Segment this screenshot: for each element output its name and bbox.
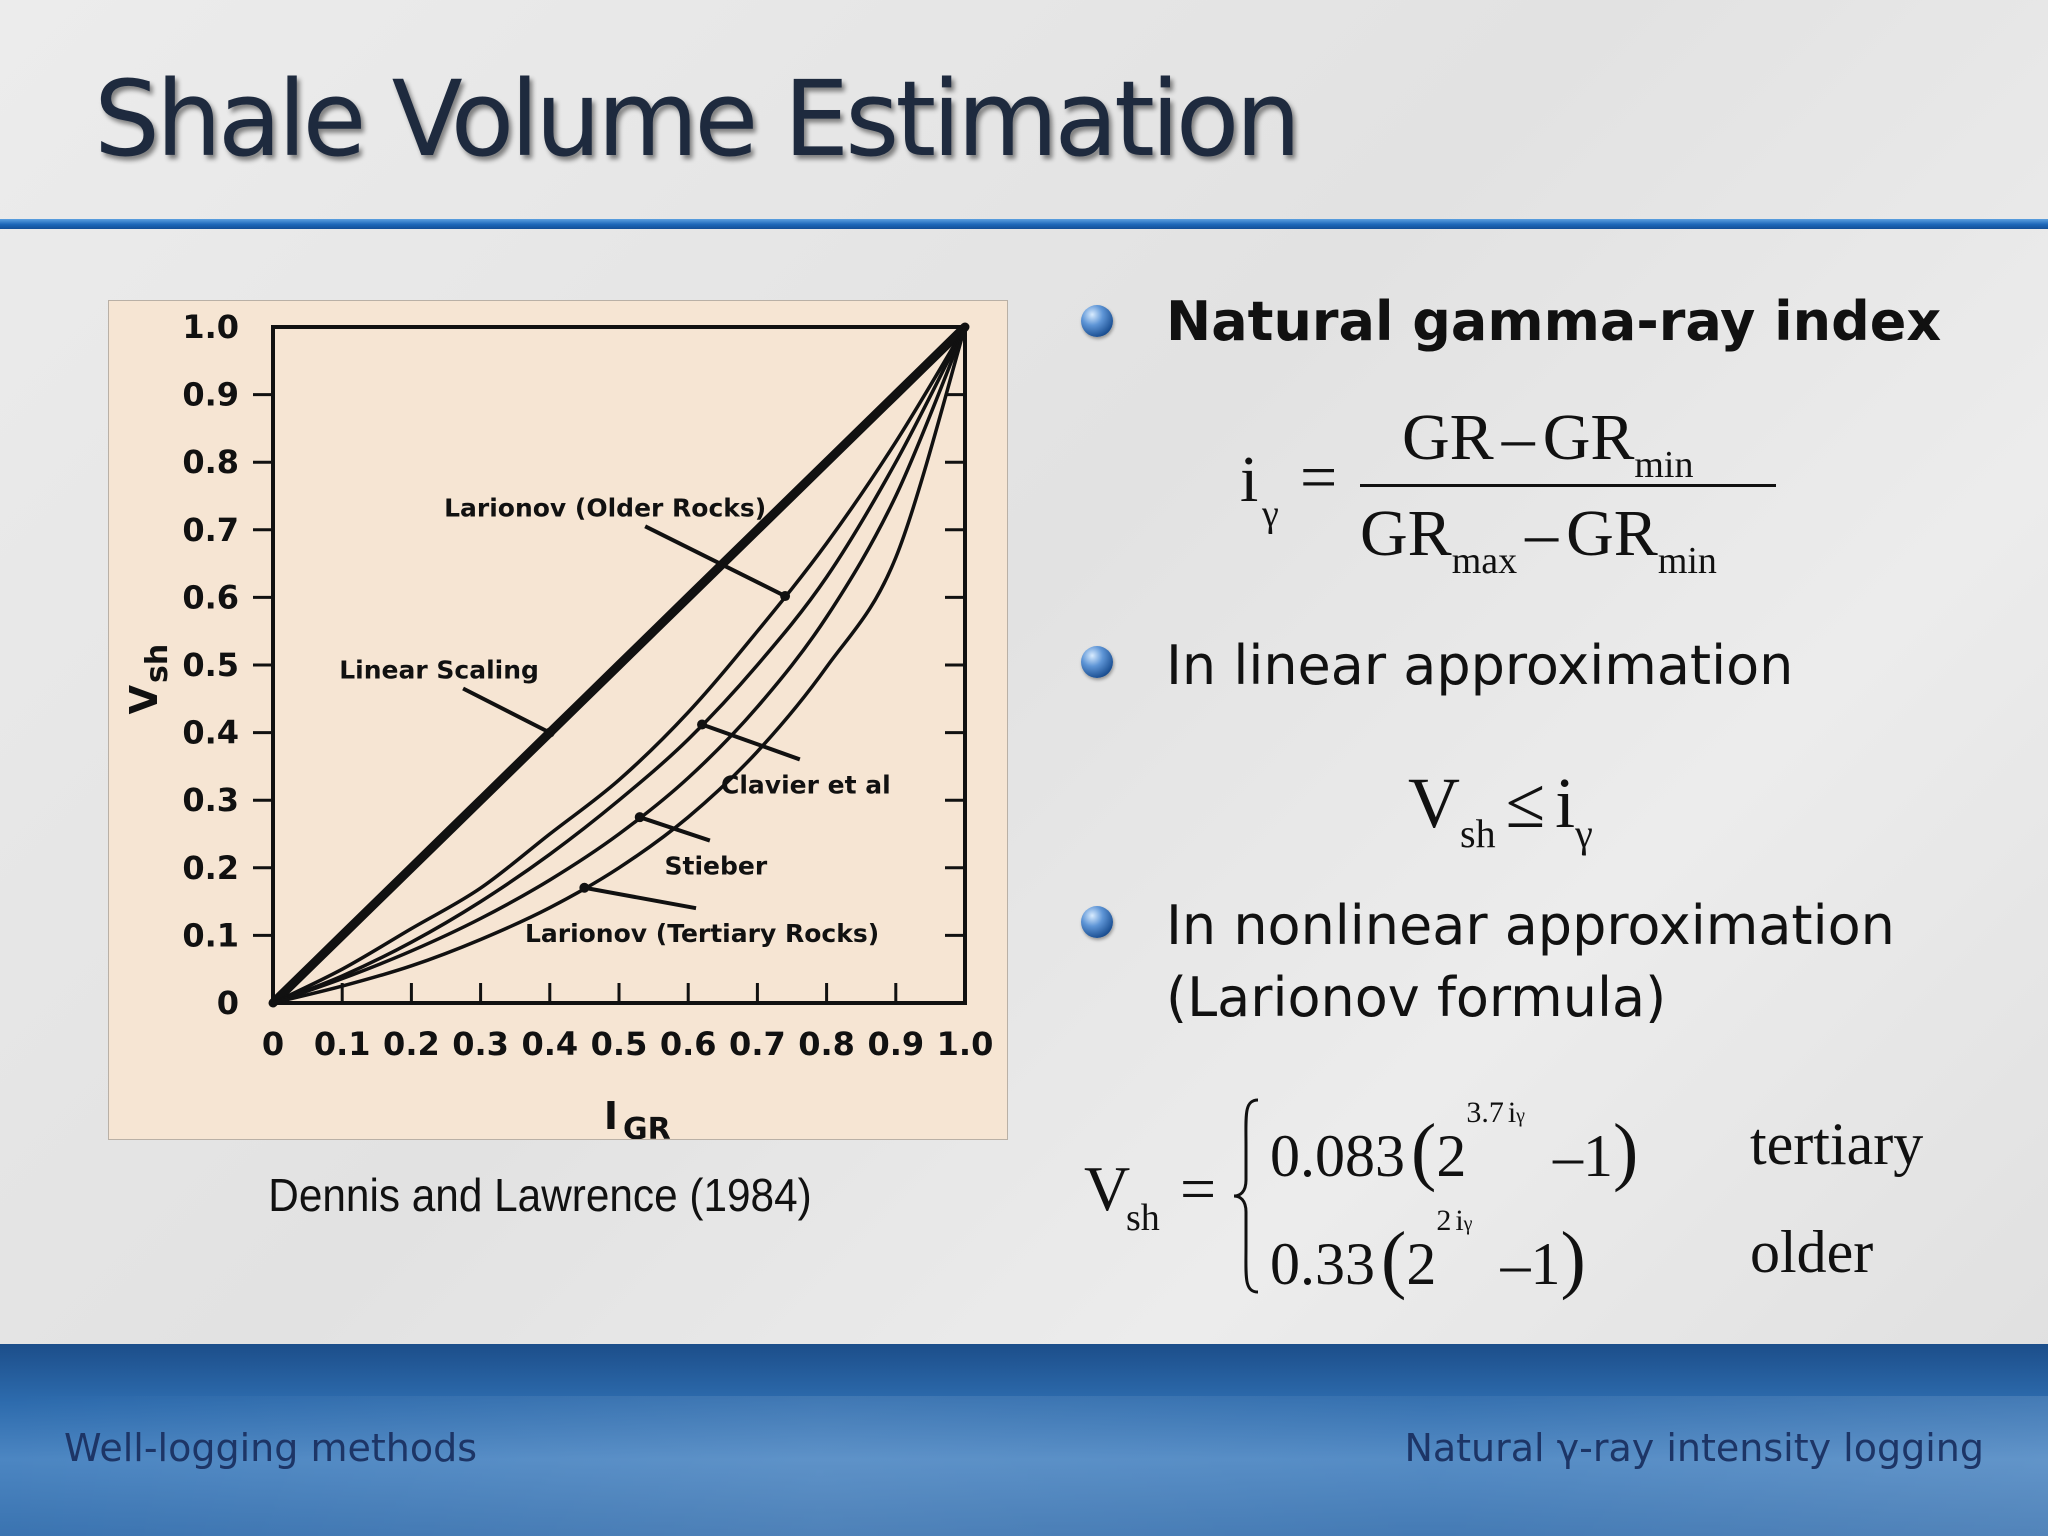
y-tick-label: 0 — [217, 984, 239, 1022]
annotation-label: Linear Scaling — [339, 656, 539, 685]
brace-icon — [1233, 1098, 1259, 1294]
annotation-label: Larionov (Older Rocks) — [444, 493, 766, 522]
series-line-larionov-older-rocks- — [271, 325, 967, 1005]
equation-gamma-index: i γ = GR – GRmin GRmax – GRmin — [1236, 400, 1776, 590]
bullet-icon — [1081, 646, 1113, 678]
x-tick-label: 0.2 — [383, 1025, 440, 1063]
annotation-label: Stieber — [665, 852, 768, 881]
annotation-label: Larionov (Tertiary Rocks) — [525, 919, 879, 948]
y-axis-label-group: Vsh — [122, 644, 175, 715]
y-tick-label: 0.2 — [182, 849, 239, 887]
equation-linear: Vsh ≤ iγ — [1408, 763, 1593, 856]
annotation-arrowhead — [697, 719, 708, 730]
x-tick-label: 0 — [262, 1025, 284, 1063]
annotation-leader — [462, 686, 551, 735]
bullet-gamma-index: Natural gamma-ray index — [1166, 290, 1942, 353]
eq-denominator: GRmax – GRmin — [1360, 497, 1717, 582]
y-axis-label-sub: sh — [140, 644, 175, 683]
x-tick-label: 0.8 — [798, 1025, 855, 1063]
series-line-larionov-tertiary-rocks- — [271, 325, 967, 1005]
eq-equals: = — [1300, 441, 1338, 514]
x-tick-label: 0.1 — [314, 1025, 371, 1063]
eq-lhs: i — [1240, 443, 1259, 516]
y-tick-label: 0.8 — [182, 443, 239, 481]
vsh-vs-igr-chart: 0 0.1 0.2 0.3 0.4 0.5 0.6 0.7 0.8 0.9 1.0 0 0.1 0.2 0.… — [122, 308, 994, 1139]
y-tick-label: 0.6 — [182, 578, 239, 616]
annotation-arrowhead — [780, 591, 791, 602]
eq-lhs-sub: γ — [1262, 493, 1279, 535]
bullet-nonlinear: In nonlinear approximation (Larionov for… — [1166, 894, 1895, 1029]
title-divider — [0, 219, 2048, 229]
x-tick-label: 0.6 — [660, 1025, 717, 1063]
y-tick-label: 0.5 — [182, 646, 239, 684]
figure-panel: 0 0.1 0.2 0.3 0.4 0.5 0.6 0.7 0.8 0.9 1.0 0 0.1 0.2 0.… — [108, 300, 1008, 1140]
x-tick-label: 0.3 — [452, 1025, 509, 1063]
figure-caption: Dennis and Lawrence (1984) — [268, 1169, 812, 1221]
series-line-linear-scaling — [268, 322, 970, 1008]
larionov-row-older: 0.33(22 iγ–1) — [1270, 1204, 1586, 1301]
x-tick-label: 0.7 — [729, 1025, 786, 1063]
x-axis-label: I — [604, 1094, 618, 1138]
annotation-leader — [639, 815, 711, 843]
eq-fraction-bar — [1360, 484, 1776, 487]
y-tick-label: 0.4 — [182, 714, 239, 752]
x-tick-label: 1.0 — [937, 1025, 994, 1063]
series-line-stieber — [271, 325, 967, 1005]
y-tick-label: 1.0 — [182, 308, 239, 346]
annotation-leader — [701, 722, 801, 762]
annotation-arrowhead — [579, 882, 590, 893]
eq-numerator: GR – GRmin — [1402, 401, 1694, 486]
series-line-clavier-et-al — [271, 325, 967, 1005]
annotation-leader — [644, 524, 786, 598]
annotation-arrowhead — [544, 727, 555, 738]
bullet-linear: In linear approximation — [1166, 634, 1794, 697]
footer-topic: Natural γ-ray intensity logging — [1404, 1426, 1984, 1470]
x-tick-label: 0.4 — [521, 1025, 578, 1063]
larionov-row-tertiary: 0.083(23.7 iγ–1) — [1270, 1096, 1639, 1193]
equation-larionov: V sh = 0.083(23.7 iγ–1) tertiary 0.33(22 i… — [1084, 1096, 1924, 1301]
y-tick-label: 0.3 — [182, 781, 239, 819]
y-tick-label: 0.7 — [182, 511, 239, 549]
bullet-icon — [1081, 906, 1113, 938]
footer-course-title: Well-logging methods — [64, 1426, 477, 1470]
slide-title: Shale Volume Estimation — [94, 58, 1301, 180]
footer-band — [0, 1344, 2048, 1536]
annotation-leader — [584, 885, 697, 911]
y-tick-label: 0.1 — [182, 916, 239, 954]
annotation-arrowhead — [634, 812, 645, 823]
bullet-icon — [1081, 305, 1113, 337]
x-axis-label-sub: GR — [623, 1112, 671, 1139]
x-tick-label: 0.5 — [591, 1025, 648, 1063]
annotation-label: Clavier et al — [721, 770, 891, 799]
y-axis-label: V — [122, 684, 166, 714]
y-tick-label: 0.9 — [182, 376, 239, 414]
x-tick-label: 0.9 — [867, 1025, 924, 1063]
